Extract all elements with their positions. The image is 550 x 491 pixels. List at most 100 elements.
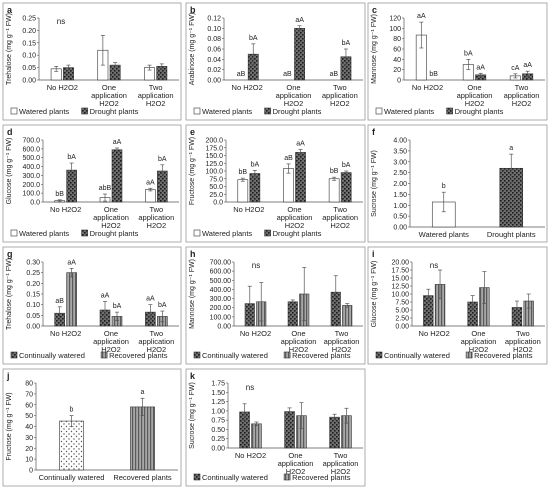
x-tick-label: No H2O2 (419, 329, 450, 338)
significance-letter: bA (342, 162, 351, 169)
panel-i: i 0.002.505.007.5010.0012.5015.0017.5020.… (367, 246, 548, 365)
y-tick-label: 0.00 (211, 446, 225, 453)
y-tick-label: 100.0 (22, 191, 40, 198)
legend-swatch (264, 229, 271, 237)
y-tick-label: 0.10 (26, 302, 40, 309)
panel-h: h 0.00 100.00 200.00 300.00 400.00 500.00 600.0… (185, 246, 366, 365)
x-tick-label: application (138, 337, 174, 346)
y-tick-label: 0.12 (207, 16, 221, 23)
y-tick-label: 0.08 (207, 36, 221, 43)
x-tick-label: Two (333, 205, 347, 214)
x-tick-label: H2O2 (289, 345, 309, 354)
y-tick-label: 300.0 (22, 173, 40, 180)
legend-swatch (193, 473, 201, 481)
significance-letter: bA (251, 161, 260, 168)
x-tick-label: application (138, 91, 174, 100)
significance-letter: aB (283, 71, 292, 78)
y-tick-label: 400.00 (210, 287, 232, 294)
x-tick-label: One (288, 451, 302, 460)
x-tick-label: H2O2 (101, 221, 121, 230)
panel-f: f 0.00 0.50 1.00 1.50 2.00 2.50 3.00 3.50 4.00 Suc… (367, 124, 548, 243)
legend-swatch (264, 107, 271, 115)
y-tick-label: 0.25 (26, 270, 40, 277)
x-tick-label: No H2O2 (50, 205, 81, 214)
x-tick-label: Two (515, 83, 529, 92)
panel-frame (367, 124, 548, 243)
y-tick-label: 700.00 (210, 260, 232, 267)
x-tick-label: No H2O2 (240, 329, 271, 338)
y-tick-label: 400.0 (22, 164, 40, 171)
y-tick-label: 0.05 (22, 65, 36, 72)
x-tick-label: H2O2 (513, 345, 533, 354)
y-axis-label: Fructose (mg g⁻¹ FW) (189, 137, 196, 205)
y-axis-label: Sucrose (mg g⁻¹ FW) (189, 382, 196, 449)
x-tick-label: application (93, 213, 129, 222)
x-tick-label: One (104, 329, 118, 338)
y-tick-label: 0.0 (213, 200, 223, 207)
panel-letter: j (6, 371, 10, 381)
y-tick-label: 0.10 (22, 53, 36, 60)
y-tick-label: 100 (389, 26, 401, 33)
x-tick-label: Continually watered (39, 473, 105, 482)
significance-letter: b (442, 183, 446, 190)
x-tick-label: No H2O2 (233, 205, 264, 214)
significance-letter: aA (296, 140, 305, 147)
y-tick-label: 0.50 (211, 427, 225, 434)
panel-frame (2, 246, 182, 365)
legend-label: Continually watered (202, 473, 268, 482)
legend-swatch (193, 351, 201, 359)
y-tick-label: 0.06 (207, 47, 221, 54)
y-tick-label: 80 (393, 36, 401, 43)
y-tick-label: 0.25 (22, 16, 36, 23)
y-tick-label: 70 (25, 391, 33, 398)
legend-label: Continually watered (202, 351, 268, 360)
legend-label: Continually watered (384, 351, 450, 360)
panel-g: g 0.00 0.05 0.10 0.15 0.20 0.25 0.30 Trehalose (… (2, 246, 182, 365)
y-tick-label: 100.0 (205, 169, 223, 176)
legend-label: Recovered plants (474, 351, 533, 360)
panel-frame (185, 2, 366, 121)
panel-frame (367, 2, 548, 121)
panel-letter: g (7, 249, 13, 259)
y-axis-label: Glucose (mg g⁻¹ FW) (6, 138, 13, 205)
significance-letter: cA (511, 65, 520, 72)
y-tick-label: 0.00 (217, 324, 231, 331)
x-tick-label: Two (516, 329, 530, 338)
bar (249, 173, 261, 203)
bar (284, 411, 295, 449)
y-tick-label: 3.00 (393, 159, 407, 166)
bar (111, 149, 123, 203)
legend-swatch (10, 229, 18, 237)
y-tick-label: 7.50 (395, 300, 409, 307)
x-tick-label: One (104, 205, 118, 214)
legend-label: Watered plants (19, 229, 69, 238)
x-tick-label: Drought plants (487, 230, 536, 239)
x-tick-label: application (276, 91, 312, 100)
x-tick-label: One (471, 329, 485, 338)
significance-letter: bB (55, 191, 64, 198)
x-tick-label: H2O2 (331, 467, 351, 476)
y-tick-label: 60 (25, 402, 33, 409)
y-tick-label: 0 (29, 468, 33, 475)
y-axis-label: Mannose (mg g⁻¹ FW) (189, 259, 196, 329)
panel-letter: c (372, 5, 377, 15)
y-tick-label: 500.00 (210, 278, 232, 285)
bar (145, 189, 156, 203)
panel-letter: e (190, 127, 195, 137)
x-tick-label: Two (149, 329, 163, 338)
legend-label: Drought plants (90, 229, 139, 238)
panel-frame (2, 124, 182, 243)
panel-b: b 0.00 0.02 0.04 0.06 0.08 0.10 0.12 Arabinose (… (185, 2, 366, 121)
x-tick-label: application (91, 91, 127, 100)
legend-swatch (81, 107, 88, 115)
y-tick-label: 0.00 (22, 78, 36, 85)
ns-label: ns (57, 17, 65, 26)
bar (329, 416, 340, 449)
legend-swatch (100, 351, 108, 359)
x-tick-label: Two (149, 83, 163, 92)
significance-letter: aA (67, 259, 76, 266)
y-tick-label: 0.04 (207, 57, 221, 64)
y-tick-label: 0.05 (26, 313, 40, 320)
x-tick-label: H2O2 (286, 467, 306, 476)
